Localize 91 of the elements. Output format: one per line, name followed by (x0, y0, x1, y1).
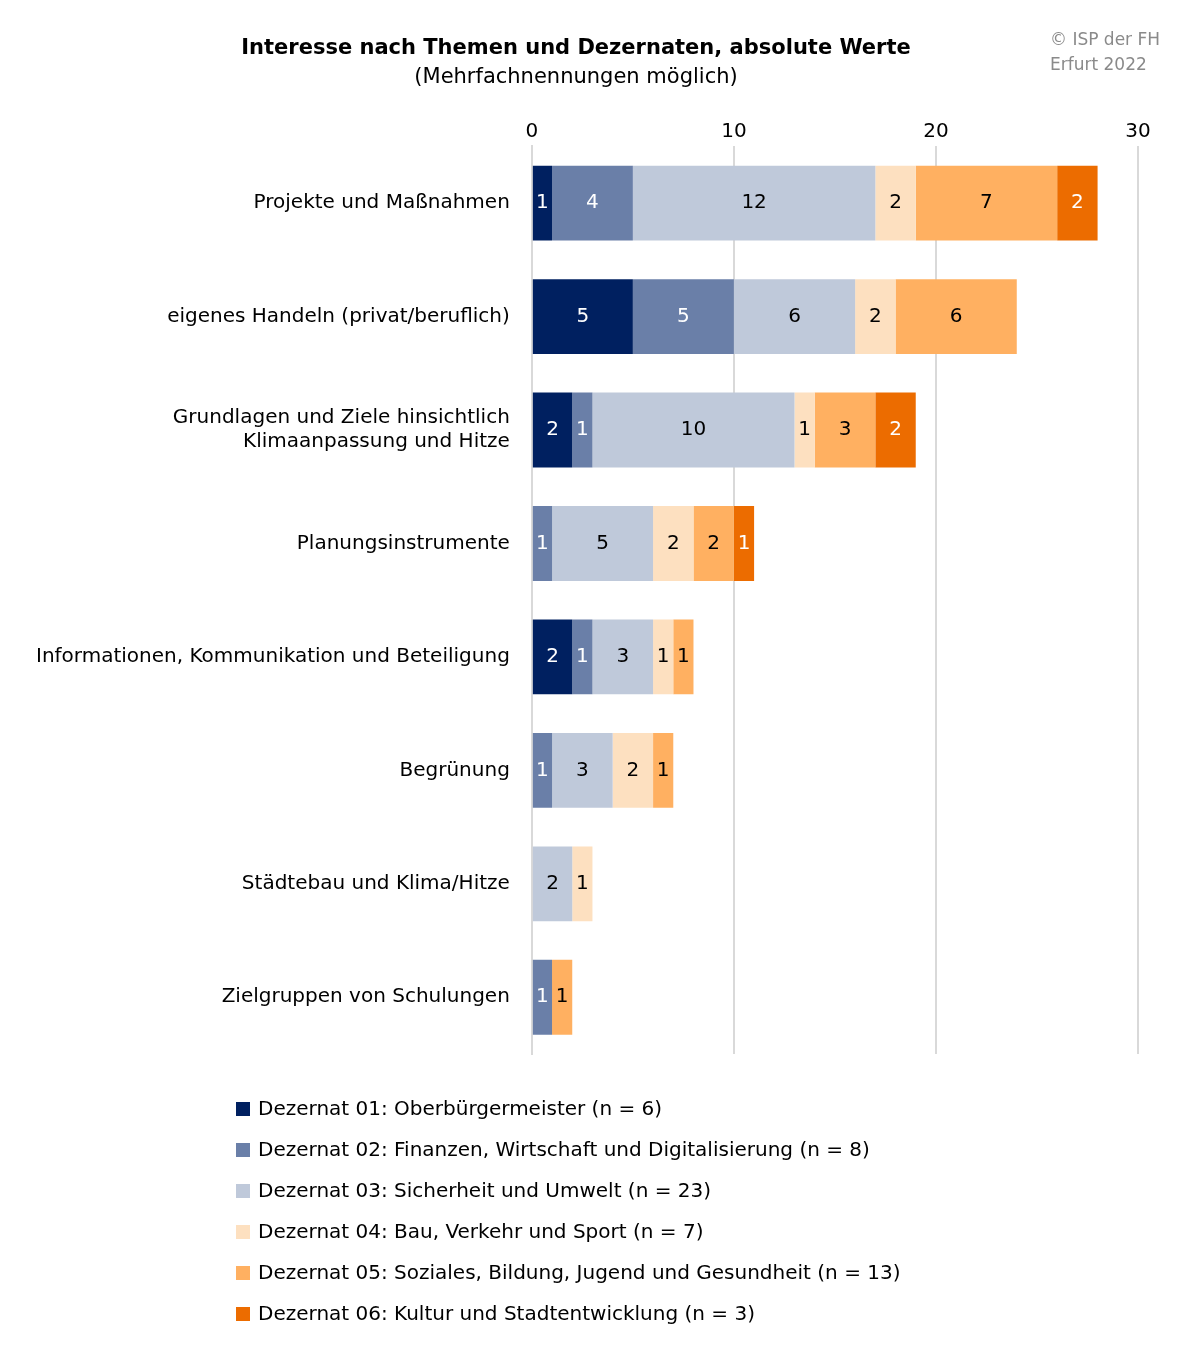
bar (855, 279, 896, 355)
data-label: 1 (575, 870, 589, 895)
bar (572, 619, 593, 695)
data-label: 1 (656, 643, 670, 668)
bar (653, 619, 674, 695)
bar (532, 732, 553, 808)
data-label: 1 (575, 643, 589, 668)
bar (552, 732, 613, 808)
y-tick-label: Zielgruppen von Schulungen (221, 983, 510, 1008)
y-tick-label: Projekte und Maßnahmen (253, 189, 510, 214)
data-label: 1 (737, 529, 751, 554)
y-tick-label: eigenes Handeln (privat/beruflich) (167, 302, 510, 327)
bar (532, 619, 573, 695)
bar (632, 279, 734, 355)
x-tick-label: 30 (1125, 117, 1151, 142)
bar (552, 506, 654, 581)
data-label: 1 (575, 416, 589, 441)
bar (592, 619, 654, 695)
data-label: 2 (626, 756, 640, 781)
bar (693, 506, 734, 581)
y-tick-label: Grundlagen und Ziele hinsichtlich Klimaanpassung und Hitze (172, 404, 510, 453)
bar (612, 732, 654, 808)
bar (552, 959, 573, 1035)
data-label: 1 (536, 983, 549, 1008)
data-label: 1 (536, 189, 549, 214)
bar (532, 846, 573, 922)
legend-label: Dezernat 05: Soziales, Bildung, Jugend und Gesundheit (n = 13) (258, 1259, 901, 1286)
bar (532, 392, 573, 468)
bar (895, 279, 1017, 355)
legend-label: Dezernat 02: Finanzen, Wirtschaft und Digitalisierung (n = 8) (258, 1136, 870, 1163)
bar (552, 165, 633, 241)
data-label: 3 (838, 416, 852, 441)
data-label: 5 (576, 302, 590, 327)
data-label: 3 (575, 756, 589, 781)
bar (733, 506, 755, 581)
bar (632, 165, 876, 241)
data-label: 2 (889, 189, 902, 214)
y-tick-label: Begrünung (399, 756, 510, 781)
x-tick-label: 10 (721, 117, 747, 142)
bar (673, 619, 694, 695)
chart-subtitle: (Mehrfachnennungen möglich) (414, 64, 738, 89)
bar (814, 392, 876, 468)
data-label: 12 (741, 189, 767, 214)
bar (572, 392, 593, 468)
y-tick-label: Planungsinstrumente (296, 529, 510, 554)
data-label: 5 (677, 302, 690, 327)
data-label: 2 (707, 529, 721, 554)
data-label: 1 (656, 756, 670, 781)
chart-title: Interesse nach Themen und Dezernaten, absolute Werte (241, 35, 911, 60)
data-label: 1 (798, 416, 811, 441)
data-label: 10 (680, 416, 707, 441)
bar (915, 165, 1058, 241)
data-label: 2 (546, 643, 559, 668)
bar (733, 279, 856, 355)
bar (653, 732, 674, 808)
text: © ISP der FH Erfurt 2022 (1050, 28, 1161, 74)
data-label: 4 (586, 189, 599, 214)
x-tick-label: 20 (923, 117, 949, 142)
data-label: 2 (1071, 189, 1084, 214)
data-label: 6 (949, 302, 963, 327)
legend-label: Dezernat 01: Oberbürgermeister (n = 6) (258, 1095, 663, 1122)
y-tick-label: Städtebau und Klima/Hitze (241, 870, 510, 895)
bar (532, 506, 553, 581)
legend-label: Dezernat 04: Bau, Verkehr und Sport (n = 7) (258, 1218, 704, 1245)
bar (532, 279, 633, 355)
legend-label: Dezernat 06: Kultur und Stadtentwicklung (n = 3) (258, 1300, 755, 1327)
x-tick-label: 0 (525, 117, 539, 142)
y-tick-label: Informationen, Kommunikation und Beteiligung (35, 643, 510, 668)
bar (875, 392, 916, 468)
bar (592, 392, 795, 468)
data-label: 1 (536, 756, 549, 781)
bar (653, 506, 694, 581)
bar (532, 959, 553, 1035)
data-label: 2 (546, 870, 559, 895)
data-label: 7 (980, 189, 993, 214)
data-label: 2 (666, 529, 680, 554)
bar (875, 165, 916, 241)
data-label: 1 (677, 643, 690, 668)
data-label: 1 (555, 983, 569, 1008)
data-label: 6 (788, 302, 801, 327)
data-label: 2 (889, 416, 902, 441)
bar (532, 165, 553, 241)
bar (1057, 165, 1098, 241)
data-label: 2 (868, 302, 882, 327)
data-label: 5 (596, 529, 609, 554)
data-label: 2 (546, 416, 559, 441)
bar (794, 392, 815, 468)
legend-label: Dezernat 03: Sicherheit und Umwelt (n = 23) (258, 1177, 712, 1204)
data-label: 3 (616, 643, 630, 668)
bar (572, 846, 593, 922)
data-label: 1 (536, 529, 549, 554)
